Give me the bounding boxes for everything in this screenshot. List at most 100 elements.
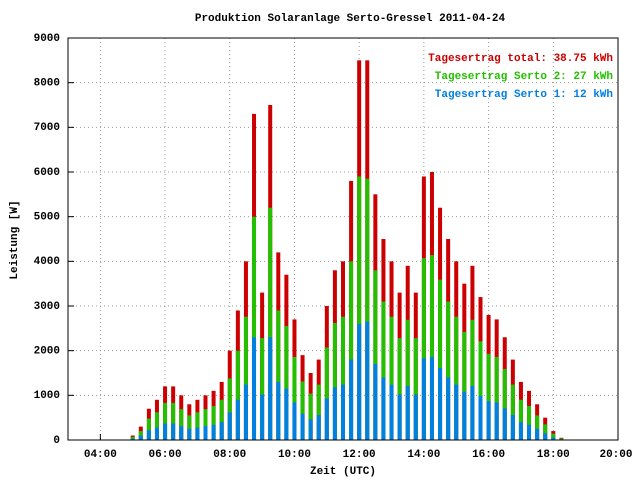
bar [446,377,451,440]
bar [260,338,265,440]
bar [146,430,151,440]
bar [252,337,257,440]
bar [171,423,176,440]
bar [429,356,434,440]
bar [446,301,451,440]
bar [438,279,443,440]
y-tick-label: 8000 [34,78,60,90]
bar [478,341,483,440]
bar [154,427,159,440]
bar [397,338,402,440]
bar [470,385,475,440]
bar [284,388,289,440]
bar [292,356,297,440]
bar [195,427,200,440]
x-tick-label: 10:00 [278,449,311,461]
bar [243,384,248,440]
bar [478,395,483,440]
bar [381,301,386,440]
bar [494,402,499,440]
bar [462,391,467,440]
bar [405,385,410,440]
bar [373,270,378,440]
bar [381,377,386,440]
bar [268,207,273,440]
y-tick-label: 2000 [34,346,60,358]
bar [510,384,515,440]
y-axis-label: Leistung [W] [9,200,21,279]
bar [268,337,273,440]
bar [227,378,232,440]
bar [332,387,337,440]
bar [413,338,418,440]
x-axis-label: Zeit (UTC) [310,466,376,478]
bar [373,364,378,440]
bar [421,258,426,440]
x-tick-label: 16:00 [472,449,505,461]
bar [219,422,224,440]
legend-entry: Tagesertrag total: 38.75 kWh [428,53,613,65]
bar [365,178,370,440]
bar [300,381,305,440]
bar [365,321,370,440]
bar [195,412,200,440]
y-tick-label: 6000 [34,167,60,179]
bar [357,176,362,440]
legend-entry: Tagesertrag Serto 2: 27 kWh [435,71,613,83]
bar [341,384,345,440]
y-tick-label: 0 [53,435,60,447]
y-tick-label: 3000 [34,301,60,313]
bar [349,261,354,440]
bar [486,401,491,440]
y-tick-label: 5000 [34,212,60,224]
bar [227,412,232,440]
bar [397,394,402,440]
bar [494,356,499,440]
bar [559,438,564,440]
bar [260,394,265,440]
bar [163,423,168,440]
bar [349,359,354,440]
bar [462,331,467,440]
bar [502,368,507,440]
bar [211,424,216,440]
bar [243,316,248,440]
bar [510,414,515,440]
chart-title: Produktion Solaranlage Serto-Gressel 201… [195,13,506,25]
bar [413,394,418,440]
bar [154,412,159,440]
bar [429,255,434,440]
bar [211,406,216,440]
x-tick-label: 12:00 [343,449,376,461]
bar [332,322,337,440]
bar [163,402,168,440]
bar [292,402,297,440]
bar [130,436,135,440]
bar [130,438,135,440]
x-tick-label: 20:00 [599,449,632,461]
bar [389,316,394,440]
bar [535,428,540,440]
bar [308,393,313,440]
bar [454,316,459,440]
bar [470,319,475,440]
bar [219,399,224,440]
bar [357,323,362,440]
bar [527,424,532,440]
y-tick-label: 4000 [34,256,60,268]
bar [324,347,329,440]
x-tick-label: 06:00 [149,449,182,461]
x-tick-label: 18:00 [537,449,570,461]
bar [179,426,184,440]
bar [438,368,443,440]
bar [341,316,345,440]
bar [187,415,192,440]
bar [171,402,176,440]
bar [454,384,459,440]
bar [527,406,532,440]
bar [518,399,523,440]
y-tick-label: 7000 [34,122,60,134]
bar [543,433,548,440]
bar [300,413,305,440]
